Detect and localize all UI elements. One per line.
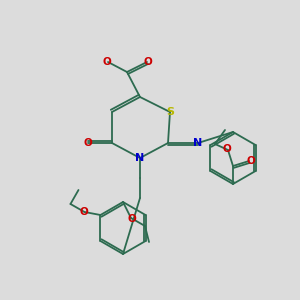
Text: O: O: [128, 214, 136, 224]
Text: O: O: [144, 57, 152, 67]
Text: O: O: [223, 144, 231, 154]
Text: S: S: [166, 107, 174, 117]
Text: O: O: [103, 57, 111, 67]
Text: N: N: [135, 153, 145, 163]
Text: N: N: [194, 138, 202, 148]
Text: O: O: [247, 156, 255, 166]
Text: O: O: [84, 138, 92, 148]
Text: O: O: [79, 207, 88, 217]
